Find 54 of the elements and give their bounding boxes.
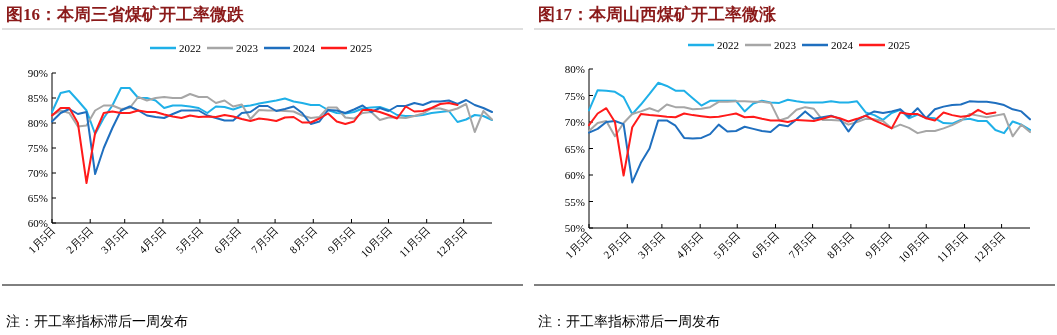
legend-label: 2024 <box>831 39 854 51</box>
legend-label: 2023 <box>236 42 259 54</box>
legend-label: 2024 <box>293 42 316 54</box>
x-tick-label: 5月5日 <box>710 228 743 261</box>
y-tick-label: 75% <box>27 142 48 154</box>
legend-label: 2025 <box>350 42 373 54</box>
y-tick-label: 75% <box>564 89 585 102</box>
legend-label: 2022 <box>179 42 201 54</box>
y-tick-label: 60% <box>564 169 585 181</box>
legend-label: 2022 <box>717 39 739 51</box>
legend-label: 2023 <box>774 39 797 51</box>
chart-title: 图17：本周山西煤矿开工率微涨 <box>538 5 777 24</box>
legend-label: 2025 <box>888 39 911 51</box>
x-tick-label: 4月5日 <box>673 228 706 261</box>
x-tick-label: 9月5日 <box>862 228 895 261</box>
x-tick-label: 6月5日 <box>211 223 244 256</box>
y-tick-label: 80% <box>27 117 48 129</box>
x-tick-label: 7月5日 <box>248 223 281 256</box>
y-tick-label: 80% <box>564 63 585 75</box>
x-tick-label: 3月5日 <box>635 228 668 261</box>
text: 注：开工率指标滞后一周发布 <box>6 314 188 329</box>
chart-title: 图16：本周三省煤矿开工率微跌 <box>6 5 245 24</box>
x-tick-label: 9月5日 <box>325 223 357 256</box>
x-tick-label: 2月5日 <box>63 223 96 256</box>
x-tick-label: 8月5日 <box>286 223 319 256</box>
x-tick-label: 3月5日 <box>98 223 131 256</box>
x-tick-label: 5月5日 <box>173 223 206 256</box>
y-tick-label: 65% <box>27 192 48 204</box>
x-tick-label: 12月5日 <box>971 228 1007 265</box>
y-tick-label: 85% <box>27 92 48 104</box>
line-series <box>588 81 1031 135</box>
x-tick-label: 7月5日 <box>786 228 818 261</box>
y-tick-label: 70% <box>27 167 48 179</box>
line-series <box>51 87 493 135</box>
line-series <box>51 99 493 175</box>
x-tick-label: 4月5日 <box>136 223 169 256</box>
x-tick-label: 11月5日 <box>396 223 433 260</box>
x-tick-label: 10月5日 <box>358 223 394 260</box>
y-tick-label: 55% <box>564 195 585 208</box>
x-tick-label: 6月5日 <box>749 228 781 261</box>
x-tick-label: 12月5日 <box>433 223 470 260</box>
line-series <box>588 100 1031 138</box>
line-series <box>51 102 459 184</box>
y-tick-label: 70% <box>564 116 585 128</box>
text: 注：开工率指标滞后一周发布 <box>538 314 720 329</box>
x-tick-label: 10月5日 <box>895 228 932 265</box>
x-tick-label: 8月5日 <box>824 228 857 261</box>
x-tick-label: 11月5日 <box>934 228 970 265</box>
x-tick-label: 2月5日 <box>600 228 633 261</box>
y-tick-label: 90% <box>27 67 48 79</box>
line-series <box>51 93 493 133</box>
y-tick-label: 65% <box>564 142 585 155</box>
line-series <box>588 107 997 177</box>
line-series <box>588 100 1031 184</box>
